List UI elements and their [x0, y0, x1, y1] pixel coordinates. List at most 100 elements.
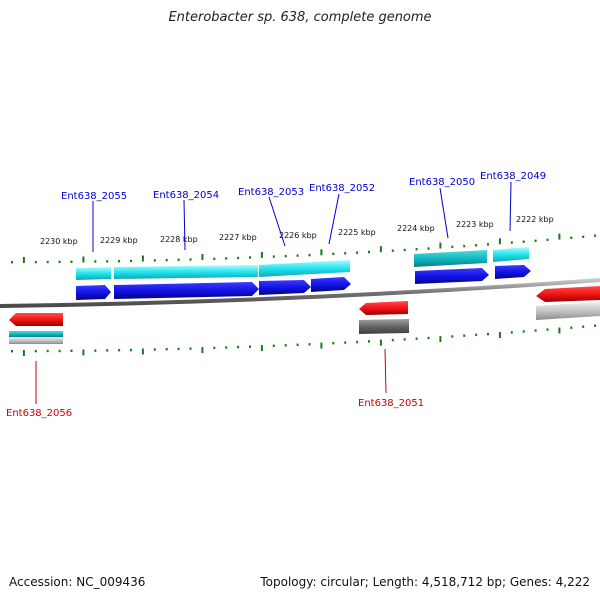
ruler-label: 2227 kbp [219, 233, 257, 242]
minor-tick [189, 258, 192, 261]
gene-arrow-ent638-2051 [359, 301, 408, 315]
major-tick [22, 257, 25, 263]
ruler-label: 2223 kbp [456, 220, 494, 229]
major-tick [82, 349, 85, 356]
cds-bar [414, 250, 487, 267]
minor-tick [284, 254, 287, 258]
minor-tick [570, 326, 573, 329]
minor-tick [34, 349, 37, 353]
minor-tick [451, 245, 454, 249]
minor-tick [46, 260, 49, 264]
minor-tick [403, 338, 406, 341]
minor-tick [11, 350, 13, 353]
minor-tick [451, 335, 454, 338]
minor-tick [177, 347, 180, 351]
major-tick [260, 345, 263, 352]
minor-tick [594, 234, 597, 237]
cds-track-reverse [9, 302, 600, 344]
gene-arrow-ent638-2053 [259, 280, 311, 295]
cds-bar [9, 331, 63, 337]
minor-tick [546, 328, 549, 331]
ruler-labels: 2230 kbp 2229 kbp 2228 kbp 2227 kbp 2226… [40, 215, 554, 246]
minor-tick [344, 341, 347, 344]
gene-label-ent638-2056: Ent638_2056 [6, 408, 72, 419]
gene-arrow-ent638-2056 [9, 313, 63, 326]
major-tick [379, 339, 382, 346]
minor-tick [58, 260, 61, 264]
cds-bar [9, 337, 63, 344]
minor-tick [534, 239, 537, 242]
cds-bar [114, 265, 258, 279]
major-tick [260, 251, 263, 258]
minor-tick [391, 249, 394, 252]
major-tick [201, 254, 204, 260]
major-tick [22, 350, 25, 356]
minor-tick [510, 331, 513, 334]
gene-label-ent638-2050: Ent638_2050 [409, 177, 475, 188]
minor-tick [70, 349, 73, 352]
minor-tick [415, 248, 418, 251]
label-lines-reverse [35, 348, 387, 404]
minor-tick [153, 259, 156, 262]
minor-tick [213, 257, 216, 260]
minor-tick [237, 345, 240, 349]
minor-tick [356, 251, 359, 254]
label-lines-forward [92, 181, 512, 252]
minor-tick [427, 247, 430, 250]
minor-tick [284, 344, 287, 347]
minor-tick [237, 256, 240, 260]
minor-tick [58, 349, 61, 353]
minor-tick [594, 324, 597, 327]
minor-tick [427, 336, 430, 340]
gene-label-ent638-2055: Ent638_2055 [61, 191, 127, 202]
minor-tick [344, 252, 347, 255]
major-tick [141, 348, 144, 355]
genome-backbone [0, 278, 600, 308]
major-tick [320, 249, 323, 256]
minor-tick [534, 329, 537, 332]
minor-tick [272, 255, 275, 258]
minor-tick [34, 260, 37, 264]
gene-label-ent638-2053: Ent638_2053 [238, 187, 304, 198]
minor-tick [213, 346, 216, 350]
ruler-label: 2226 kbp [279, 231, 317, 240]
minor-tick [332, 252, 335, 256]
major-tick [558, 233, 561, 240]
major-tick [201, 347, 204, 354]
minor-tick [130, 259, 132, 263]
gene-label-ent638-2049: Ent638_2049 [480, 171, 546, 182]
minor-tick [118, 260, 121, 263]
minor-tick [368, 340, 370, 343]
minor-tick [165, 258, 168, 262]
minor-tick [570, 236, 573, 239]
ruler-label: 2225 kbp [338, 228, 376, 237]
minor-tick [46, 349, 49, 353]
major-tick [558, 327, 561, 334]
gene-arrow-ent638-2055 [76, 285, 111, 300]
ruler-label: 2229 kbp [100, 236, 138, 245]
major-tick [498, 332, 501, 338]
minor-tick [94, 260, 97, 263]
gene-label-ent638-2051: Ent638_2051 [358, 398, 424, 409]
inner-tick-ring [11, 324, 597, 356]
ruler-label: 2230 kbp [40, 237, 78, 246]
ruler-label: 2228 kbp [160, 235, 198, 244]
cds-track-forward [76, 247, 529, 280]
major-tick [320, 342, 323, 349]
genome-title: Enterobacter sp. 638, complete genome [168, 10, 432, 25]
cds-bar [259, 260, 350, 277]
ruler-label: 2222 kbp [516, 215, 554, 224]
minor-tick [308, 253, 311, 257]
minor-tick [189, 347, 192, 350]
major-tick [439, 242, 442, 249]
minor-tick [475, 333, 478, 337]
minor-tick [356, 340, 359, 344]
accession-footer: Accession: NC_009436 [9, 575, 146, 589]
minor-tick [249, 345, 251, 348]
minor-tick [70, 260, 73, 263]
minor-tick [391, 338, 394, 342]
minor-tick [225, 257, 228, 260]
gene-label-ent638-2052: Ent638_2052 [309, 183, 375, 194]
major-tick [439, 336, 442, 343]
minor-tick [487, 332, 489, 336]
